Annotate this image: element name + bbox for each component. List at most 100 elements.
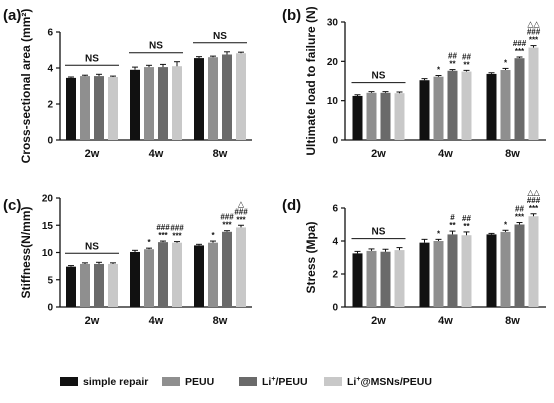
bar [108,77,118,140]
bar [222,54,232,140]
legend: simple repair PEUU Li+/PEUU Li+@MSNs/PEUU [60,376,432,388]
ns-label: NS [149,41,163,52]
bar [236,227,246,307]
bar [130,251,140,307]
significance-mark: *** [529,36,539,45]
y-tick-label: 4 [332,237,338,248]
significance-mark: * [504,58,508,67]
bar [514,224,525,307]
bar [144,67,154,140]
bar [366,92,377,140]
bar [486,73,497,140]
bar [108,263,118,307]
x-tick-label: 2w [85,315,100,327]
significance-mark: ## [462,52,471,61]
bar [94,263,104,307]
significance-mark: ### [220,213,234,222]
x-tick-label: 2w [371,148,386,160]
significance-mark: *** [236,215,246,224]
bar [208,242,218,307]
x-tick-label: 4w [438,148,453,160]
bar [158,67,168,140]
significance-mark: ### [527,196,541,205]
legend-item: Li+/PEUU [239,376,308,388]
significance-mark: * [437,65,441,74]
x-tick-label: 8w [213,148,228,160]
significance-mark: *** [158,231,168,240]
significance-mark: ** [449,60,456,69]
significance-mark: * [211,231,215,240]
bar [158,242,168,307]
significance-mark: ### [234,207,248,216]
legend-label-superscript: + [271,376,275,383]
legend-label-main: Li [262,376,271,388]
bar [366,250,377,307]
bar [433,76,444,140]
y-tick-label: 2 [332,270,338,281]
legend-label: simple repair [83,376,148,388]
legend-label: PEUU [185,376,214,388]
y-tick-label: 15 [42,221,54,232]
legend-swatch [162,377,180,386]
bar [144,249,154,307]
y-tick-label: 30 [327,18,339,29]
bar [194,58,204,140]
bar [528,47,539,140]
bar [352,95,363,140]
significance-mark: ### [527,28,541,37]
bar [528,216,539,307]
significance-mark: * [504,220,508,229]
y-axis-title: Cross-sectional area (mm²) [19,9,33,164]
significance-mark: *** [529,204,539,213]
legend-label-suffix: /PEUU [275,376,307,388]
y-tick-label: 6 [47,28,53,39]
bar [419,242,430,307]
bar [447,70,458,140]
bar [486,234,497,307]
significance-mark: ** [463,222,470,231]
significance-mark: △ [238,199,245,208]
y-tick-label: 5 [47,275,53,286]
bar [80,76,90,140]
bar [394,250,405,307]
legend-swatch [324,377,342,386]
y-tick-label: 20 [42,194,54,205]
significance-mark: *** [515,47,525,56]
legend-label: Li+@MSNs/PEUU [347,376,432,388]
x-tick-label: 8w [213,315,228,327]
chart-panel-0: (a) 0 2 4 6 Cross-sectional area (mm²) 2w 4w 8w N… [3,7,252,163]
significance-mark: ** [463,60,470,69]
ns-label: NS [372,71,386,82]
significance-mark: ## [515,205,524,214]
legend-item: PEUU [162,376,214,388]
bar [394,93,405,140]
legend-item: simple repair [60,376,148,388]
chart-panel-1: (b) 0 10 20 30 Ultimate load to failure (N) 2w… [282,6,546,160]
bar [222,231,232,307]
bar [66,266,76,307]
bar [236,53,246,140]
significance-mark: *** [172,232,182,241]
x-tick-label: 8w [505,315,520,327]
significance-mark: ## [462,214,471,223]
y-axis-title: Stiffness(N/mm) [19,206,33,298]
panel-label: (d) [282,197,301,214]
significance-mark: *** [222,221,232,230]
bar [447,234,458,307]
significance-mark: ### [513,39,527,48]
bar [194,245,204,307]
bar [80,263,90,307]
significance-mark: * [147,238,151,247]
bar [380,92,391,140]
legend-swatch [239,377,257,386]
bar [208,57,218,141]
legend-swatch [60,377,78,386]
x-tick-label: 2w [85,148,100,160]
bar [500,69,511,140]
significance-mark: ## [448,52,457,61]
bar [130,69,140,140]
significance-mark: *** [515,213,525,222]
